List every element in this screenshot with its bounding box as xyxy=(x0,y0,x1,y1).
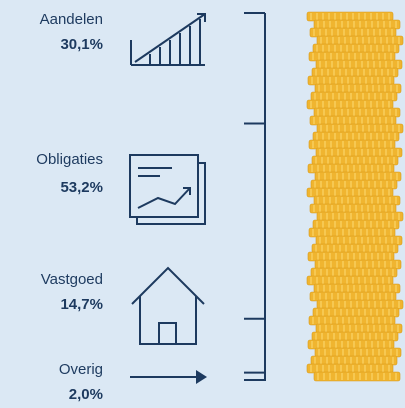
coin xyxy=(317,36,403,45)
coin xyxy=(310,204,396,213)
coin xyxy=(307,364,393,373)
coin xyxy=(315,172,401,181)
category-label: Aandelen xyxy=(40,11,103,28)
coin xyxy=(317,212,403,221)
coin xyxy=(308,76,394,85)
coin xyxy=(317,300,403,309)
coin xyxy=(309,52,395,61)
coin xyxy=(313,44,399,53)
coin xyxy=(312,244,398,253)
coin xyxy=(312,332,398,341)
coin xyxy=(314,284,400,293)
category-label: Vastgoed xyxy=(41,271,103,288)
coin xyxy=(316,324,402,333)
coin xyxy=(313,220,399,229)
coin xyxy=(308,164,394,173)
coin xyxy=(307,12,393,21)
value-label: 53,2% xyxy=(60,179,103,196)
coin xyxy=(308,252,394,261)
category-label: Overig xyxy=(59,361,103,378)
coin xyxy=(317,124,403,133)
coin xyxy=(312,68,398,77)
coin xyxy=(310,292,396,301)
coin xyxy=(314,196,400,205)
coin xyxy=(316,236,402,245)
coin xyxy=(314,20,400,29)
coin xyxy=(313,308,399,317)
value-label: 2,0% xyxy=(69,386,103,403)
coin xyxy=(311,268,397,277)
coin xyxy=(315,260,401,269)
coin xyxy=(310,116,396,125)
coin xyxy=(316,148,402,157)
coin xyxy=(309,316,395,325)
coin xyxy=(314,108,400,117)
value-label: 30,1% xyxy=(60,36,103,53)
coin-stack xyxy=(307,12,403,381)
chart: Aandelen 30,1% Obligaties 53,2% Vastgoed 14,7… xyxy=(0,0,405,408)
coin xyxy=(307,188,393,197)
coin xyxy=(307,276,393,285)
value-label: 14,7% xyxy=(60,296,103,313)
coin xyxy=(315,84,401,93)
page: Aandelen 30,1% Obligaties 53,2% Vastgoed 14,7… xyxy=(0,0,405,408)
coin xyxy=(309,140,395,149)
coin xyxy=(316,60,402,69)
coin xyxy=(315,348,401,357)
coin xyxy=(311,180,397,189)
coin xyxy=(314,372,400,381)
coin xyxy=(311,92,397,101)
coin xyxy=(309,228,395,237)
coin xyxy=(308,340,394,349)
category-label: Obligaties xyxy=(36,151,103,168)
coin xyxy=(313,132,399,141)
coin xyxy=(307,100,393,109)
coin xyxy=(312,156,398,165)
coin xyxy=(310,28,396,37)
coin xyxy=(311,356,397,365)
